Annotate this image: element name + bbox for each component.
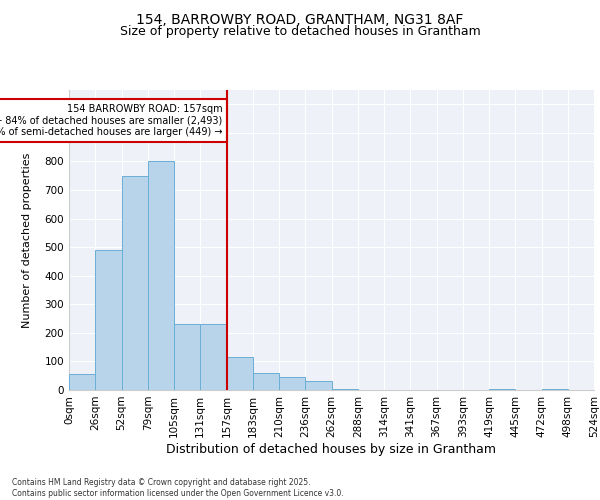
Bar [331, 388, 358, 390]
Bar [253, 373, 279, 390]
Text: 154 BARROWBY ROAD: 157sqm
← 84% of detached houses are smaller (2,493)
15% of se: 154 BARROWBY ROAD: 157sqm ← 84% of detac… [0, 104, 223, 138]
Bar [174, 324, 200, 390]
Text: Size of property relative to detached houses in Grantham: Size of property relative to detached ho… [119, 25, 481, 38]
Bar [121, 176, 148, 390]
X-axis label: Distribution of detached houses by size in Grantham: Distribution of detached houses by size … [167, 442, 497, 456]
Bar [148, 162, 174, 390]
Y-axis label: Number of detached properties: Number of detached properties [22, 152, 32, 328]
Bar [227, 357, 253, 390]
Text: Contains HM Land Registry data © Crown copyright and database right 2025.
Contai: Contains HM Land Registry data © Crown c… [12, 478, 344, 498]
Bar [305, 382, 331, 390]
Bar [489, 388, 515, 390]
Text: 154, BARROWBY ROAD, GRANTHAM, NG31 8AF: 154, BARROWBY ROAD, GRANTHAM, NG31 8AF [136, 12, 464, 26]
Bar [95, 250, 121, 390]
Bar [279, 377, 305, 390]
Bar [69, 374, 95, 390]
Bar [542, 388, 568, 390]
Bar [200, 324, 227, 390]
